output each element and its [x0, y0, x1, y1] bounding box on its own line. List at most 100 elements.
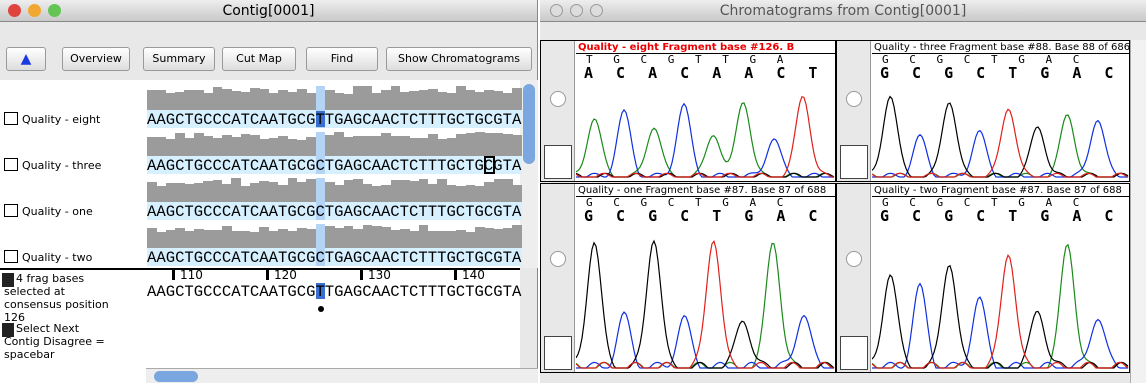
base-toggles[interactable] — [840, 336, 868, 370]
toolbar-button[interactable]: Cut Map — [222, 47, 296, 71]
base-toggles[interactable] — [544, 145, 572, 179]
slider-knob[interactable] — [550, 251, 566, 267]
zoom[interactable] — [48, 4, 61, 17]
chromatogram-panel: Quality - three Fragment base #88. Base … — [836, 40, 1130, 182]
trace-area: Quality - three Fragment base #88. Base … — [872, 41, 1129, 181]
minimize[interactable] — [570, 4, 583, 17]
quality-bar — [184, 90, 194, 112]
quality-bar — [484, 228, 494, 250]
minimize[interactable] — [28, 4, 41, 17]
chromatogram-window: Chromatograms from Contig[0001] Quality … — [540, 0, 1146, 383]
scroll-thumb[interactable] — [523, 84, 535, 164]
quality-bar — [363, 184, 373, 204]
zoom[interactable] — [590, 4, 603, 17]
read-name[interactable]: Quality - two — [22, 251, 144, 264]
quality-bar — [194, 90, 204, 112]
read-name[interactable]: Quality - one — [22, 205, 144, 218]
read-icon[interactable] — [4, 112, 18, 125]
quality-bar — [512, 88, 522, 112]
quality-bar — [428, 184, 438, 204]
ruler-label: 130 — [368, 268, 391, 282]
trace-c — [576, 104, 834, 177]
quality-bar — [269, 182, 279, 204]
h-scrollbar[interactable] — [146, 368, 538, 383]
quality-bar — [391, 230, 401, 250]
quality-bar — [306, 179, 316, 204]
slider-knob[interactable] — [846, 251, 862, 267]
quality-bar — [391, 180, 401, 204]
read-icon[interactable] — [4, 250, 18, 263]
toolbar-button[interactable]: Show Chromatograms — [386, 47, 532, 71]
title-bar: Chromatograms from Contig[0001] — [540, 0, 1146, 22]
base-toggles[interactable] — [840, 145, 868, 179]
quality-bar — [344, 137, 354, 158]
quality-bar — [250, 183, 260, 204]
quality-bar — [353, 229, 363, 250]
read-icon[interactable] — [4, 158, 18, 171]
quality-bar — [297, 182, 307, 204]
quality-bar — [250, 88, 260, 112]
quality-bar — [456, 134, 466, 158]
traces — [872, 184, 1129, 372]
read-name[interactable]: Quality - three — [22, 159, 144, 172]
quality-bar — [259, 89, 269, 112]
quality-bar — [288, 178, 298, 204]
quality-bar — [156, 137, 166, 158]
quality-bar — [297, 89, 307, 112]
up-button[interactable]: ▲ — [6, 47, 46, 71]
v-scrollbar[interactable] — [1130, 40, 1146, 383]
quality-bar — [278, 136, 288, 158]
consensus-sequence: AAGCTGCCCATCAATGCGTTGAGCAACTCTTTGCTGCGTA — [147, 284, 521, 300]
quality-bar — [213, 138, 223, 158]
quality-bar — [241, 134, 251, 158]
quality-bar — [419, 138, 429, 158]
base-toggles[interactable] — [544, 336, 572, 370]
trace-c — [872, 284, 1128, 368]
read-sequence: AAGCTGCCCATCAATGCGCTGAGCAACTCTTTGCTGCGTA — [147, 158, 521, 174]
quality-bar — [166, 230, 176, 250]
read-sequence: AAGCTGCCCATCAATGCGCTGAGCAACTCTTTGCTGCGTA — [147, 204, 521, 220]
quality-bar — [372, 226, 382, 250]
slider-knob[interactable] — [846, 91, 862, 107]
quality-bar — [231, 178, 241, 204]
quality-bar — [184, 138, 194, 158]
edit-box — [484, 156, 494, 174]
quality-bar — [344, 226, 354, 250]
quality-bar — [381, 227, 391, 250]
toolbar-button[interactable]: Summary — [143, 47, 215, 71]
toolbar-button[interactable]: Overview — [62, 47, 130, 71]
quality-bar — [175, 92, 185, 112]
close[interactable] — [8, 4, 21, 17]
quality-bar — [306, 229, 316, 250]
trace-t — [872, 109, 1128, 177]
quality-bar — [259, 181, 269, 204]
quality-bar — [222, 135, 232, 158]
quality-bar — [213, 180, 223, 204]
quality-bar — [484, 182, 494, 204]
slider-knob[interactable] — [550, 91, 566, 107]
quality-bar — [334, 132, 344, 158]
trace-c — [576, 312, 834, 368]
h-scroll-thumb[interactable] — [154, 371, 198, 382]
quality-bar — [391, 136, 401, 158]
quality-bar — [288, 92, 298, 112]
quality-bar — [419, 90, 429, 112]
contig-window: Contig[0001] ▲ OverviewSummaryCut MapFin… — [0, 0, 538, 383]
quality-bar — [194, 133, 204, 158]
consensus-dot — [318, 306, 324, 312]
quality-bar — [409, 91, 419, 112]
close[interactable] — [550, 4, 563, 17]
trace-a — [576, 103, 834, 177]
quality-bar — [419, 179, 429, 204]
quality-bar — [213, 87, 223, 112]
read-icon[interactable] — [4, 204, 18, 217]
toolbar-button[interactable]: Find — [306, 47, 378, 71]
status-text: Select Next Contig Disagree = spacebar — [4, 322, 114, 361]
quality-bar — [325, 135, 335, 158]
quality-bar — [494, 133, 504, 158]
v-scrollbar[interactable] — [520, 80, 538, 268]
read-name[interactable]: Quality - eight — [22, 113, 144, 126]
quality-bar — [222, 89, 232, 112]
quality-bar — [306, 137, 316, 158]
traces — [872, 41, 1129, 181]
